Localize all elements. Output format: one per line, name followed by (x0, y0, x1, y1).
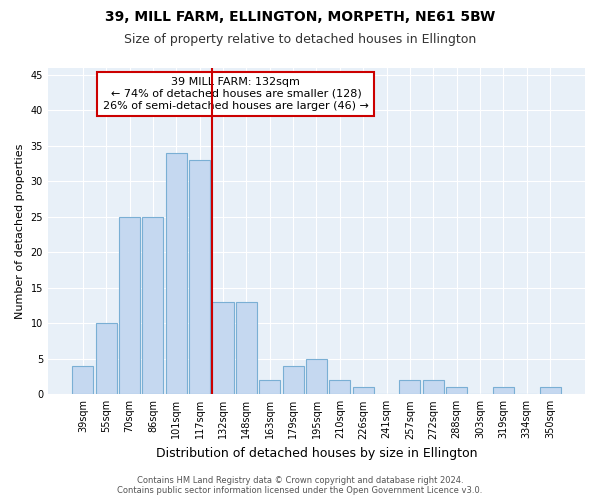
Bar (236, 302, 257, 394)
Bar (189, 160, 210, 394)
Bar (259, 380, 280, 394)
Bar (73, 366, 94, 394)
Bar (166, 153, 187, 394)
Bar (306, 359, 327, 394)
Text: Contains HM Land Registry data © Crown copyright and database right 2024.
Contai: Contains HM Land Registry data © Crown c… (118, 476, 482, 495)
X-axis label: Distribution of detached houses by size in Ellington: Distribution of detached houses by size … (156, 447, 477, 460)
Bar (142, 216, 163, 394)
Bar (95, 324, 117, 394)
Bar (353, 387, 374, 394)
Bar (423, 380, 444, 394)
Text: 39 MILL FARM: 132sqm
← 74% of detached houses are smaller (128)
26% of semi-deta: 39 MILL FARM: 132sqm ← 74% of detached h… (103, 78, 369, 110)
Y-axis label: Number of detached properties: Number of detached properties (15, 143, 25, 318)
Bar (212, 302, 233, 394)
Bar (119, 216, 140, 394)
Text: 39, MILL FARM, ELLINGTON, MORPETH, NE61 5BW: 39, MILL FARM, ELLINGTON, MORPETH, NE61 … (105, 10, 495, 24)
Text: Size of property relative to detached houses in Ellington: Size of property relative to detached ho… (124, 32, 476, 46)
Bar (329, 380, 350, 394)
Bar (283, 366, 304, 394)
Bar (539, 387, 560, 394)
Bar (493, 387, 514, 394)
Bar (400, 380, 421, 394)
Bar (446, 387, 467, 394)
